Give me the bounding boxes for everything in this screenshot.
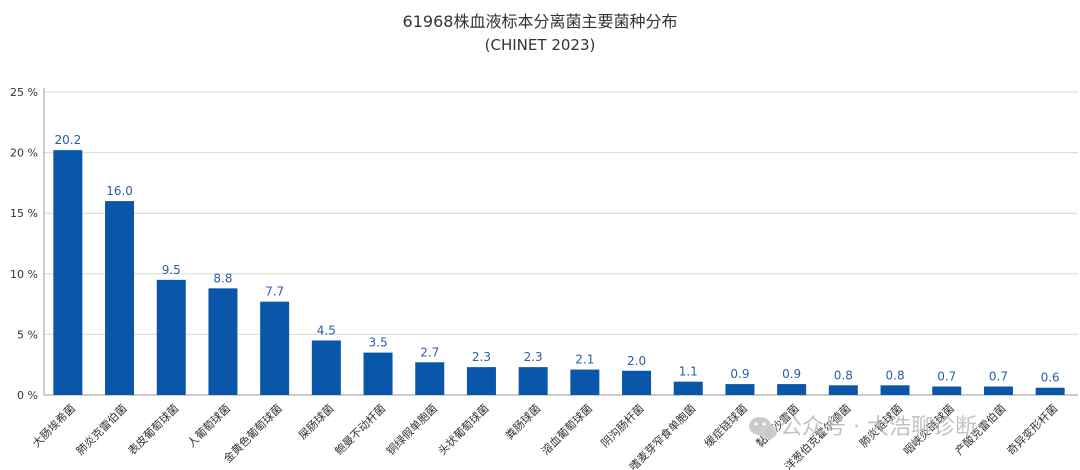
- x-tick-label: 屎肠球菌: [295, 401, 336, 442]
- bar: [1035, 387, 1065, 395]
- chart-title: 61968株血液标本分离菌主要菌种分布: [402, 12, 678, 31]
- wechat-icon: [749, 417, 777, 440]
- bar: [415, 362, 445, 395]
- data-label: 0.7: [937, 370, 956, 384]
- x-tick-label: 人葡萄球菌: [184, 401, 233, 450]
- y-tick-label: 0 %: [17, 389, 38, 402]
- bar: [880, 385, 910, 395]
- bar: [156, 279, 186, 395]
- data-label: 7.7: [265, 285, 284, 299]
- data-label: 2.7: [420, 345, 439, 359]
- bar: [983, 386, 1013, 395]
- data-label: 1.1: [679, 365, 698, 379]
- bar: [777, 384, 807, 395]
- x-tick-label: 大肠埃希菌: [29, 401, 78, 450]
- data-label: 2.1: [575, 353, 594, 367]
- bar: [53, 150, 83, 395]
- data-label: 8.8: [213, 271, 232, 285]
- data-label: 0.7: [989, 370, 1008, 384]
- data-label: 2.3: [524, 350, 543, 364]
- x-tick-label: 缓症链球菌: [701, 401, 750, 450]
- y-axis: 0 % 5 % 10 % 15 % 20 % 25 %: [10, 86, 45, 402]
- grid-layer: [44, 91, 1078, 396]
- data-label: 0.9: [782, 367, 801, 381]
- chart-subtitle: (CHINET 2023): [484, 36, 596, 54]
- bar: [363, 352, 393, 395]
- y-tick-label: 20 %: [10, 147, 38, 160]
- bar: [622, 370, 652, 395]
- bar: [466, 367, 496, 395]
- bar: [105, 201, 135, 395]
- x-tick-label: 肺炎克雷伯菌: [73, 401, 130, 458]
- x-tick-label: 表皮葡萄球菌: [125, 401, 182, 458]
- watermark-text: 公众号 · 大浩聊诊断: [780, 415, 977, 440]
- x-tick-label: 粪肠球菌: [502, 401, 543, 442]
- x-tick-label: 奇异变形杆菌: [1004, 401, 1061, 458]
- data-label: 20.2: [54, 133, 81, 147]
- bar-series: [53, 150, 1065, 395]
- data-label: 0.8: [886, 368, 905, 382]
- bar: [828, 385, 858, 395]
- bar: [932, 386, 962, 395]
- x-tick-label: 溶血葡萄球菌: [538, 401, 595, 458]
- data-label: 3.5: [369, 336, 388, 350]
- bar: [260, 301, 290, 395]
- bar: [208, 288, 238, 395]
- y-tick-label: 15 %: [10, 207, 38, 220]
- x-tick-label: 铜绿假单胞菌: [383, 401, 440, 458]
- y-tick-label: 25 %: [10, 86, 38, 99]
- bar: [725, 384, 755, 395]
- watermark: 公众号 · 大浩聊诊断: [749, 415, 977, 440]
- x-tick-label: 头状葡萄球菌: [435, 401, 492, 458]
- x-tick-label: 阴沟肠杆菌: [598, 401, 647, 450]
- bar: [518, 367, 548, 395]
- data-label: 9.5: [162, 263, 181, 277]
- data-label: 0.6: [1041, 371, 1060, 385]
- bar: [673, 381, 703, 395]
- bar: [570, 369, 600, 395]
- y-tick-label: 5 %: [17, 328, 38, 341]
- data-label: 0.9: [730, 367, 749, 381]
- data-label: 0.8: [834, 368, 853, 382]
- data-label: 2.0: [627, 354, 646, 368]
- data-label: 4.5: [317, 323, 336, 337]
- data-label: 16.0: [106, 184, 133, 198]
- data-label: 2.3: [472, 350, 491, 364]
- x-tick-label: 鲍曼不动杆菌: [332, 401, 389, 458]
- y-tick-label: 10 %: [10, 268, 38, 281]
- value-labels: 20.2 16.0 9.5 8.8 7.7 4.5 3.5 2.7 2.3 2.3 2.1 2.0 1.…: [54, 133, 1059, 385]
- bar: [311, 340, 341, 395]
